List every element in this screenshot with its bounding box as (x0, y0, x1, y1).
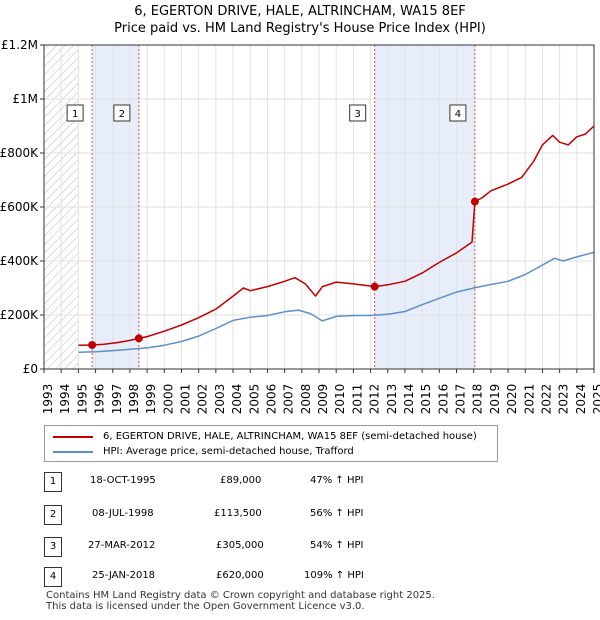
legend-label-hpi: HPI: Average price, semi-detached house,… (103, 446, 354, 457)
sale-point-marker (470, 197, 479, 206)
transaction-hpi-change: 109% ↑ HPI (304, 570, 364, 581)
y-tick-label: £1.2M (1, 38, 38, 52)
y-tick-label: £200K (0, 308, 39, 322)
transaction-price: £113,500 (214, 508, 262, 519)
hpi-line (78, 251, 595, 354)
transaction-number-badge: 3 (44, 537, 62, 557)
transaction-date: 18-OCT-1995 (90, 475, 156, 486)
transaction-hpi-change: 56% ↑ HPI (310, 508, 364, 519)
x-tick-label: 2020 (505, 384, 519, 415)
sale-label-number: 2 (119, 109, 125, 120)
x-tick-label: 1993 (41, 384, 55, 415)
transaction-hpi-change: 47% ↑ HPI (310, 475, 364, 486)
x-tick-label: 1998 (127, 384, 141, 415)
x-tick-label: 2014 (402, 384, 416, 415)
x-tick-label: 2017 (454, 384, 468, 415)
x-tick-label: 2000 (161, 384, 175, 415)
transaction-price: £620,000 (216, 570, 264, 581)
x-tick-label: 1995 (75, 384, 89, 415)
footer-licence: This data is licensed under the Open Gov… (46, 601, 365, 612)
transaction-date: 08-JUL-1998 (92, 508, 154, 519)
legend-swatch-hpi (53, 451, 93, 453)
x-tick-label: 2008 (299, 384, 313, 415)
sale-label-number: 3 (355, 109, 361, 120)
sale-label-number: 4 (455, 109, 461, 120)
x-tick-label: 1999 (144, 384, 158, 415)
sale-label-box (113, 104, 131, 122)
x-tick-label: 2025 (591, 384, 600, 415)
transaction-number-badge: 4 (44, 567, 62, 587)
x-tick-label: 2018 (471, 384, 485, 415)
x-tick-label: 2007 (282, 384, 296, 415)
x-tick-label: 1997 (110, 384, 124, 415)
y-tick-label: £600K (0, 200, 39, 214)
y-tick-label: £0 (23, 362, 38, 376)
x-tick-label: 2005 (247, 384, 261, 415)
x-tick-label: 2002 (196, 384, 210, 415)
x-tick-label: 2012 (368, 384, 382, 415)
transaction-date: 27-MAR-2012 (88, 540, 156, 551)
sale-point-marker (88, 340, 97, 349)
x-tick-label: 2019 (488, 384, 502, 415)
y-tick-label: £400K (0, 254, 39, 268)
sale-label-number: 1 (72, 109, 78, 120)
footer-copyright: Contains HM Land Registry data © Crown c… (46, 590, 435, 601)
transaction-price: £305,000 (216, 540, 264, 551)
transaction-hpi-change: 54% ↑ HPI (310, 540, 364, 551)
transaction-price: £89,000 (220, 475, 262, 486)
transaction-number-badge: 1 (44, 472, 62, 492)
y-tick-label: £800K (0, 146, 39, 160)
sale-point-marker (370, 282, 379, 291)
property-price-line (78, 125, 595, 346)
legend-label-property: 6, EGERTON DRIVE, HALE, ALTRINCHAM, WA15… (103, 431, 477, 442)
x-tick-label: 2023 (557, 384, 571, 415)
legend-swatch-property (53, 436, 93, 438)
x-tick-label: 2011 (350, 384, 364, 415)
x-tick-label: 2010 (333, 384, 347, 415)
y-tick-label: £1M (12, 92, 38, 106)
x-tick-label: 2004 (230, 384, 244, 415)
x-tick-label: 2009 (316, 384, 330, 415)
chart-legend: 6, EGERTON DRIVE, HALE, ALTRINCHAM, WA15… (44, 425, 498, 462)
x-tick-label: 1996 (93, 384, 107, 415)
x-tick-label: 2021 (522, 384, 536, 415)
x-tick-label: 2003 (213, 384, 227, 415)
chart-subtitle: Price paid vs. HM Land Registry's House … (114, 21, 486, 36)
x-tick-label: 1994 (58, 384, 72, 415)
sale-label-box (449, 104, 467, 122)
x-tick-label: 2001 (179, 384, 193, 415)
x-tick-label: 2013 (385, 384, 399, 415)
transaction-number-badge: 2 (44, 505, 62, 525)
x-tick-label: 2016 (436, 384, 450, 415)
sale-point-marker (134, 334, 143, 343)
chart-title: 6, EGERTON DRIVE, HALE, ALTRINCHAM, WA15… (134, 4, 466, 19)
x-tick-label: 2015 (419, 384, 433, 415)
sale-label-box (349, 104, 367, 122)
transaction-date: 25-JAN-2018 (92, 570, 156, 581)
x-tick-label: 2006 (264, 384, 278, 415)
x-tick-label: 2022 (539, 384, 553, 415)
x-tick-label: 2024 (574, 384, 588, 415)
sale-label-box (66, 104, 84, 122)
